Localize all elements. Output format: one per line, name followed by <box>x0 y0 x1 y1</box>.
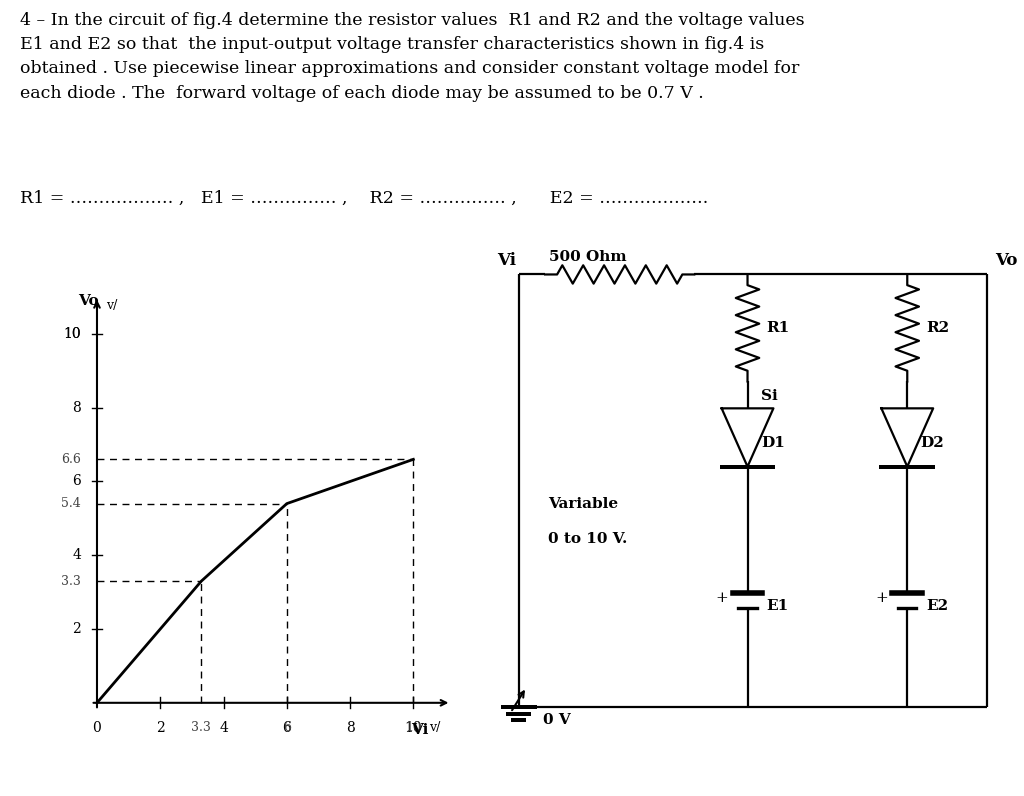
Text: v/: v/ <box>429 721 440 734</box>
Text: R2: R2 <box>926 321 949 335</box>
Text: +: + <box>716 591 728 605</box>
Text: R1 = ……………… ,   E1 = …………… ,    R2 = …………… ,      E2 = ……………….: R1 = ……………… , E1 = …………… , R2 = …………… , … <box>20 190 709 207</box>
Text: E1: E1 <box>767 599 788 613</box>
Text: 6: 6 <box>73 474 81 489</box>
Text: 0: 0 <box>92 721 101 736</box>
Text: D2: D2 <box>921 435 944 450</box>
Text: 4: 4 <box>219 721 228 736</box>
Text: 3.3: 3.3 <box>61 575 81 587</box>
Text: 10: 10 <box>404 721 422 736</box>
Text: 4 – In the circuit of fig.4 determine the resistor values  R1 and R2 and the vol: 4 – In the circuit of fig.4 determine th… <box>20 12 805 102</box>
Text: 4: 4 <box>73 548 81 562</box>
Text: +: + <box>876 591 888 605</box>
Text: 6.6: 6.6 <box>61 453 81 466</box>
Text: 8: 8 <box>346 721 354 736</box>
Text: Variable: Variable <box>548 497 617 511</box>
Text: 2: 2 <box>156 721 165 736</box>
Text: R1: R1 <box>766 321 790 335</box>
Text: Si: Si <box>761 389 777 403</box>
Text: Vo: Vo <box>995 252 1018 269</box>
Text: 0 V: 0 V <box>543 712 570 727</box>
Text: 10: 10 <box>406 721 421 734</box>
Text: 500 Ohm: 500 Ohm <box>549 250 627 264</box>
Text: 10: 10 <box>63 327 81 341</box>
Text: 10: 10 <box>63 327 81 341</box>
Text: 6: 6 <box>283 721 291 734</box>
Text: Vi: Vi <box>497 252 516 269</box>
Text: 6: 6 <box>283 721 291 736</box>
Text: D1: D1 <box>761 435 784 450</box>
Text: Vo: Vo <box>78 294 98 308</box>
Text: Vi: Vi <box>411 723 428 737</box>
Text: 2: 2 <box>73 622 81 636</box>
Text: 3.3: 3.3 <box>191 721 211 734</box>
Text: 0 to 10 V.: 0 to 10 V. <box>548 533 628 546</box>
Text: 5.4: 5.4 <box>61 498 81 510</box>
Text: E2: E2 <box>927 599 948 613</box>
Text: v/: v/ <box>106 298 118 312</box>
Text: 8: 8 <box>73 400 81 415</box>
